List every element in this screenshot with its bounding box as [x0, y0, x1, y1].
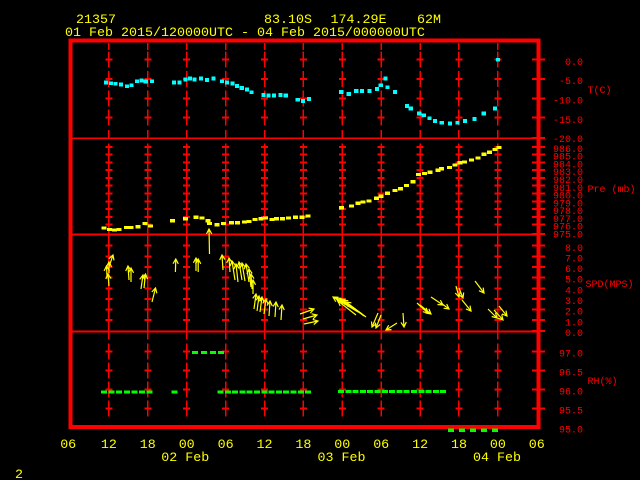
svg-text:06: 06 — [218, 438, 234, 453]
svg-text:06: 06 — [529, 438, 545, 453]
svg-text:981.0: 981.0 — [553, 184, 583, 195]
svg-text:4.0: 4.0 — [565, 286, 583, 297]
svg-text:984.0: 984.0 — [553, 161, 583, 172]
svg-text:03 Feb: 03 Feb — [318, 451, 366, 466]
svg-text:-5.0: -5.0 — [559, 77, 583, 88]
svg-text:985.0: 985.0 — [553, 153, 583, 164]
svg-text:12: 12 — [257, 438, 273, 453]
svg-text:174.29E: 174.29E — [331, 13, 387, 28]
svg-text:-10.0: -10.0 — [553, 97, 583, 108]
svg-text:00: 00 — [179, 438, 195, 453]
svg-text:-20.0: -20.0 — [553, 135, 583, 146]
svg-text:21357: 21357 — [76, 13, 116, 28]
svg-text:00: 00 — [334, 438, 350, 453]
svg-text:02 Feb: 02 Feb — [161, 451, 209, 466]
svg-text:12: 12 — [101, 438, 117, 453]
svg-text:01 Feb 2015/120000UTC - 04 Feb: 01 Feb 2015/120000UTC - 04 Feb 2015/0000… — [65, 26, 425, 41]
svg-text:980.0: 980.0 — [553, 192, 583, 203]
svg-text:975.0: 975.0 — [553, 231, 583, 242]
svg-text:62M: 62M — [417, 13, 441, 28]
svg-text:0.0: 0.0 — [565, 329, 583, 340]
svg-text:976.0: 976.0 — [553, 223, 583, 234]
svg-text:1.0: 1.0 — [565, 318, 583, 329]
svg-text:Pre (mb): Pre (mb) — [588, 184, 636, 196]
svg-text:982.0: 982.0 — [553, 176, 583, 187]
svg-text:6.0: 6.0 — [565, 265, 583, 276]
svg-text:0.0: 0.0 — [565, 58, 583, 69]
svg-text:7.0: 7.0 — [565, 254, 583, 265]
svg-text:977.0: 977.0 — [553, 215, 583, 226]
svg-text:96.0: 96.0 — [559, 388, 583, 399]
svg-text:06: 06 — [60, 438, 76, 453]
svg-text:SPD(MPS): SPD(MPS) — [586, 279, 634, 291]
svg-text:8.0: 8.0 — [565, 244, 583, 255]
svg-text:04 Feb: 04 Feb — [473, 451, 521, 466]
svg-text:96.5: 96.5 — [559, 369, 583, 380]
svg-text:12: 12 — [412, 438, 428, 453]
svg-text:978.0: 978.0 — [553, 207, 583, 218]
svg-text:2.0: 2.0 — [565, 308, 583, 319]
svg-text:18: 18 — [295, 438, 311, 453]
svg-text:95.5: 95.5 — [559, 407, 583, 418]
svg-text:3.0: 3.0 — [565, 297, 583, 308]
svg-text:2: 2 — [15, 468, 23, 480]
svg-text:06: 06 — [373, 438, 389, 453]
svg-text:983.0: 983.0 — [553, 168, 583, 179]
svg-text:5.0: 5.0 — [565, 276, 583, 287]
svg-text:-15.0: -15.0 — [553, 116, 583, 127]
svg-text:83.10S: 83.10S — [264, 13, 312, 28]
svg-text:18: 18 — [451, 438, 467, 453]
svg-text:T(C): T(C) — [588, 85, 612, 97]
svg-text:97.0: 97.0 — [559, 350, 583, 361]
svg-text:RH(%): RH(%) — [588, 376, 618, 388]
svg-text:18: 18 — [140, 438, 156, 453]
svg-text:986.0: 986.0 — [553, 145, 583, 156]
svg-text:95.0: 95.0 — [559, 426, 583, 437]
svg-text:00: 00 — [490, 438, 506, 453]
svg-text:979.0: 979.0 — [553, 199, 583, 210]
